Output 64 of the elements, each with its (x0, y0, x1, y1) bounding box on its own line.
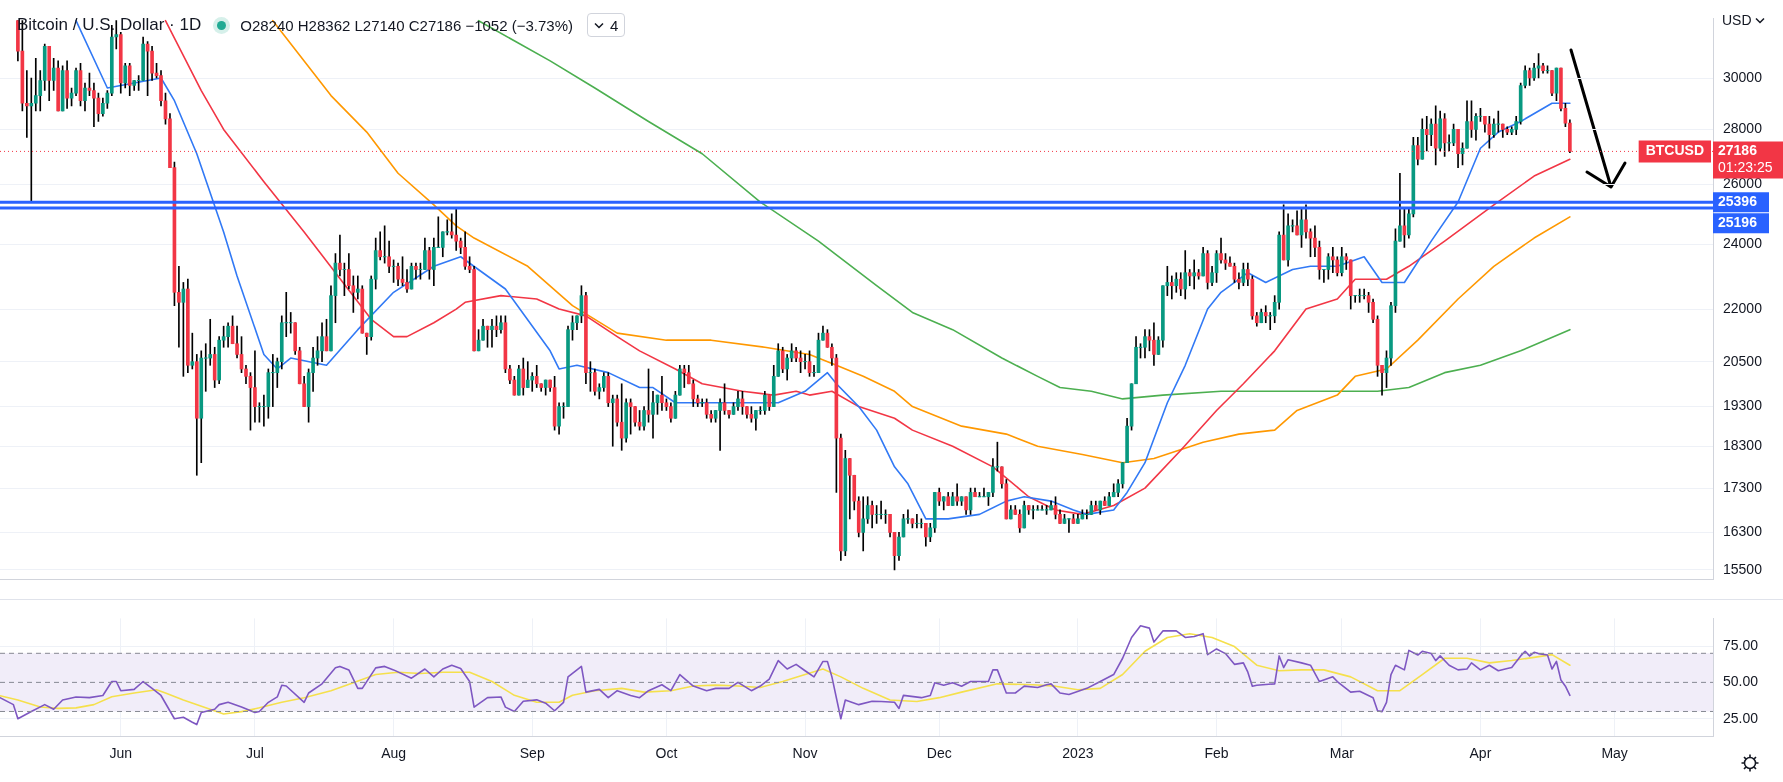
x-tick-label: Jul (245, 745, 264, 762)
y-tick-label: 50.00 (1723, 673, 1759, 690)
y-tick-label: 17300 (1723, 478, 1763, 495)
legend-label: 25196 (1718, 213, 1758, 230)
annotation: 4 (610, 16, 619, 34)
y-tick-label: 22000 (1723, 299, 1763, 316)
candlestick (1187, 269, 1192, 287)
candlestick (610, 394, 615, 447)
x-tick-label: May (1601, 745, 1628, 762)
candlestick (414, 262, 418, 280)
candlestick (619, 383, 624, 451)
candlestick (977, 492, 982, 498)
y-tick-label: 28000 (1723, 120, 1763, 137)
y-axis-title: USD (1722, 12, 1752, 28)
candlestick (1424, 115, 1429, 152)
y-tick-label: 25.00 (1723, 709, 1759, 726)
candlestick (454, 207, 459, 251)
candlestick (1344, 253, 1349, 270)
candlestick (1031, 505, 1035, 520)
annotation: BTCUSD (1645, 142, 1705, 159)
y-tick-label: 19300 (1723, 397, 1763, 414)
candlestick (982, 487, 986, 498)
candlestick (660, 376, 664, 411)
x-tick-label: Mar (1329, 745, 1355, 762)
candlestick (1192, 259, 1197, 290)
x-tick-label: Feb (1204, 745, 1229, 762)
candlestick (364, 332, 369, 355)
candlestick (682, 364, 687, 388)
candlestick (861, 496, 866, 552)
candlestick (1331, 247, 1335, 274)
y-tick-label: 18300 (1723, 437, 1763, 454)
candlestick (906, 509, 910, 524)
candlestick (955, 483, 959, 506)
candlestick (1067, 518, 1071, 533)
candlestick (288, 312, 293, 334)
y-tick-label: 30000 (1723, 68, 1763, 85)
candlestick (700, 398, 705, 407)
x-tick-label: 2023 (1062, 745, 1094, 762)
ref-line-label: 27186 01:23:25 (1718, 142, 1773, 176)
candlestick (338, 234, 342, 277)
ref-line-label: 25396 (1718, 192, 1758, 209)
candlestick (1496, 110, 1501, 133)
x-tick-label: Dec (926, 745, 952, 762)
y-tick-label: 16300 (1723, 523, 1763, 540)
x-tick-label: Apr (1469, 745, 1492, 762)
y-tick-label: 20500 (1723, 352, 1763, 369)
candlestick (1040, 505, 1044, 511)
y-tick-label: 24000 (1723, 235, 1763, 252)
candlestick (29, 77, 34, 203)
candlestick (355, 275, 360, 300)
x-tick-label: Aug (381, 745, 407, 762)
candlestick (190, 332, 195, 370)
candlestick (490, 318, 494, 348)
x-tick-label: Sep (519, 745, 545, 762)
x-tick-label: Jun (109, 745, 133, 762)
candlestick (718, 398, 722, 451)
y-tick-label: 15500 (1723, 560, 1763, 577)
x-tick-label: Nov (792, 745, 818, 762)
candlestick (33, 58, 38, 112)
y-tick-label: 75.00 (1723, 636, 1759, 653)
y-tick-label: 26000 (1723, 175, 1763, 192)
x-tick-label: Oct (655, 745, 678, 762)
candlestick (92, 82, 96, 128)
candlestick (1169, 275, 1174, 300)
